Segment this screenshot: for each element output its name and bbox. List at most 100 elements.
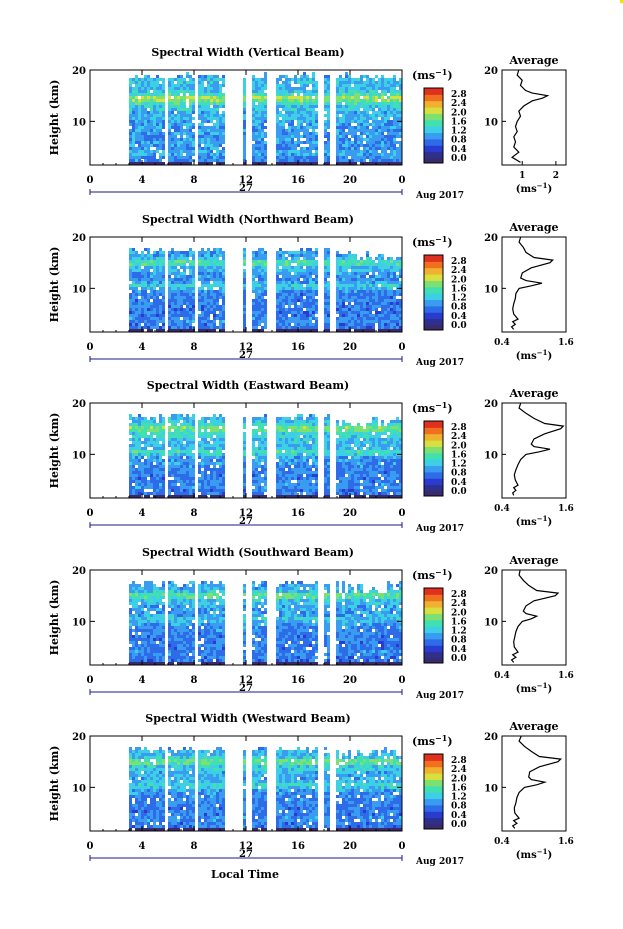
heatmap-cell [258, 263, 261, 266]
heatmap-cell [204, 317, 207, 320]
heatmap-cell [294, 329, 297, 332]
heatmap-cell [150, 257, 153, 260]
heatmap-cell [168, 126, 171, 129]
heatmap-cell [180, 459, 183, 462]
heatmap-cell [324, 296, 327, 299]
heatmap-cell [177, 317, 180, 320]
heatmap-cell [324, 114, 327, 117]
heatmap-cell [177, 426, 180, 429]
heatmap-cell [168, 269, 171, 272]
heatmap-cell [345, 144, 348, 147]
heatmap-cell [135, 290, 138, 293]
heatmap-cell [372, 305, 375, 308]
heatmap-cell [342, 93, 345, 96]
heatmap-cell [387, 84, 390, 87]
heatmap-cell [312, 329, 315, 332]
heatmap-cell [138, 254, 141, 257]
heatmap-cell [183, 492, 186, 495]
heatmap-cell [186, 260, 189, 263]
heatmap-cell [219, 432, 222, 435]
heatmap-cell [252, 150, 255, 153]
heatmap-cell [168, 150, 171, 153]
heatmap-cell [219, 99, 222, 102]
heatmap-cell [366, 314, 369, 317]
heatmap-cell [303, 153, 306, 156]
heatmap-cell [150, 281, 153, 284]
heatmap-cell [327, 314, 330, 317]
heatmap-cell [153, 111, 156, 114]
heatmap-cell [207, 305, 210, 308]
heatmap-cell [213, 477, 216, 480]
heatmap-cell [294, 150, 297, 153]
heatmap-cell [312, 138, 315, 141]
heatmap-cell [345, 290, 348, 293]
heatmap-cell [198, 96, 201, 99]
heatmap-cell [198, 254, 201, 257]
heatmap-cell [258, 114, 261, 117]
heatmap-cell [291, 266, 294, 269]
heatmap-cell [375, 129, 378, 132]
heatmap-cell [309, 156, 312, 159]
heatmap-cell [387, 108, 390, 111]
heatmap-cell [312, 260, 315, 263]
heatmap-cell [276, 317, 279, 320]
heatmap-cell [387, 296, 390, 299]
heatmap-cell [150, 311, 153, 314]
heatmap-cell [192, 251, 195, 254]
heatmap-cell [339, 308, 342, 311]
heatmap-cell [339, 263, 342, 266]
heatmap-cell [300, 108, 303, 111]
heatmap-cell [258, 78, 261, 81]
heatmap-cell [192, 320, 195, 323]
heatmap-cell [381, 105, 384, 108]
heatmap-cell [201, 311, 204, 314]
heatmap-cell [393, 317, 396, 320]
heatmap-cell [297, 305, 300, 308]
heatmap-cell [210, 278, 213, 281]
heatmap-cell [177, 456, 180, 459]
heatmap-cell [324, 299, 327, 302]
heatmap-cell [366, 251, 369, 254]
heatmap-cell [348, 105, 351, 108]
heatmap-cell [201, 78, 204, 81]
heatmap-cell [387, 290, 390, 293]
colorbar-tick-label: 0.8 [451, 136, 467, 146]
heatmap-cell [243, 459, 246, 462]
heatmap-cell [135, 293, 138, 296]
heatmap-cell [204, 102, 207, 105]
heatmap-cell [147, 492, 150, 495]
heatmap-cell [384, 138, 387, 141]
heatmap-cell [210, 432, 213, 435]
heatmap-cell [201, 260, 204, 263]
heatmap-cell [312, 311, 315, 314]
heatmap-cell [174, 308, 177, 311]
heatmap-cell [132, 159, 135, 162]
heatmap-cell [207, 423, 210, 426]
heatmap-cell [285, 296, 288, 299]
heatmap-cell [294, 126, 297, 129]
heatmap-cell [264, 150, 267, 153]
heatmap-cell [180, 441, 183, 444]
heatmap-cell [336, 84, 339, 87]
heatmap-cell [339, 320, 342, 323]
heatmap-cell [360, 150, 363, 153]
heatmap-cell [159, 417, 162, 420]
heatmap-cell [207, 90, 210, 93]
heatmap-cell [255, 471, 258, 474]
heatmap-cell [198, 314, 201, 317]
heatmap-cell [168, 287, 171, 290]
heatmap-cell [132, 93, 135, 96]
heatmap-cell [243, 126, 246, 129]
heatmap-cell [255, 90, 258, 93]
heatmap-cell [213, 317, 216, 320]
heatmap-cell [384, 93, 387, 96]
heatmap-cell [354, 296, 357, 299]
heatmap-cell [189, 308, 192, 311]
heatmap-cell [345, 326, 348, 329]
heatmap-cell [327, 96, 330, 99]
heatmap-cell [189, 153, 192, 156]
heatmap-cell [297, 93, 300, 96]
heatmap-cell [198, 138, 201, 141]
heatmap-cell [177, 435, 180, 438]
heatmap-cell [210, 75, 213, 78]
